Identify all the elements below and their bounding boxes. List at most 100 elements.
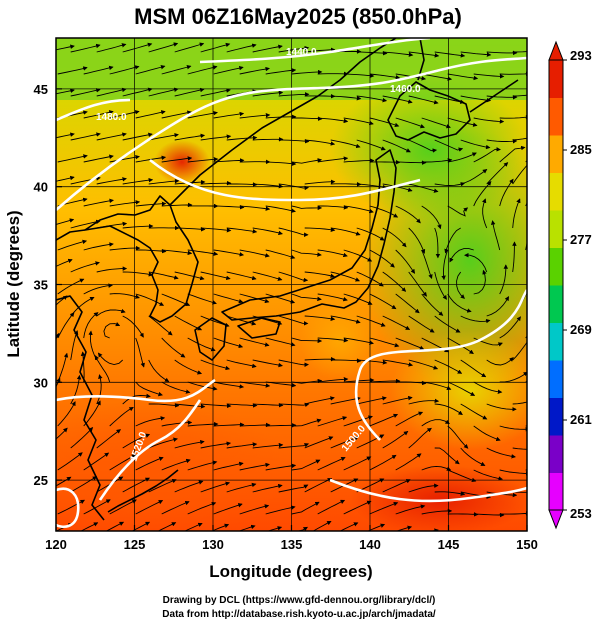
streamline [474,30,504,32]
streamline [148,87,179,97]
streamline [96,43,127,53]
streamline [122,315,144,338]
streamline [369,454,397,471]
streamline [330,396,361,405]
streamline [88,330,98,361]
streamline [434,139,464,152]
streamline [265,205,296,213]
streamline [70,43,101,53]
streamline [94,355,111,383]
streamline [304,356,336,362]
contour-label-1460: 1460.0 [390,84,421,95]
streamline [213,111,245,119]
streamline [187,65,218,75]
streamline [252,183,284,189]
streamline [512,241,517,273]
streamline [57,239,88,251]
streamline [434,447,460,465]
streamline [460,403,488,420]
streamline [265,381,297,388]
streamline [460,95,492,103]
streamline [135,293,165,306]
streamline [317,249,348,258]
streamline [395,453,422,471]
streamline [395,525,413,531]
streamline [200,441,232,449]
streamline [226,182,258,187]
streamline [435,533,465,536]
streamline [57,312,75,339]
streamline [56,132,75,139]
streamline [330,95,362,101]
colorbar-tick-label: 285 [570,142,592,157]
streamline [369,249,395,268]
streamline [486,50,518,56]
streamline [434,315,461,333]
streamline [317,293,348,302]
streamline [473,269,487,295]
streamline [239,205,271,211]
streamline [57,401,76,427]
x-tick-label: 140 [359,537,381,552]
streamline [317,416,348,427]
y-tick-label: 40 [34,180,48,195]
streamline [291,69,323,75]
credit-drawing: Drawing by DCL (https://www.gfd-dennou.o… [163,595,436,606]
streamline [187,381,218,391]
streamline [226,442,258,449]
streamline [312,521,332,531]
streamline [382,430,409,449]
streamline [252,137,284,142]
streamline [70,219,101,229]
streamline [213,461,244,471]
streamline [184,522,203,531]
streamline [356,271,384,287]
streamline [200,315,230,328]
streamline [56,258,73,267]
y-axis-label: Latitude (degrees) [4,210,23,357]
streamline [512,51,527,53]
streamline [96,132,127,141]
streamline [296,526,308,531]
streamline [369,293,397,310]
streamline [291,418,322,427]
streamline [539,530,568,536]
streamline [499,71,527,77]
streamline [291,337,323,344]
colorbar-cell [549,60,563,98]
streamline [109,407,134,427]
streamline [278,92,310,97]
colorbar-cell [549,360,563,398]
streamline [187,460,218,471]
colorbar-cell [549,435,563,473]
streamline [473,117,505,124]
y-tick-label: 45 [34,82,48,97]
streamline [109,154,140,163]
streamline [174,315,203,331]
streamline [460,447,486,466]
streamline [330,436,360,449]
streamline [464,252,488,273]
y-tick-label: 25 [34,473,48,488]
streamline [70,374,82,405]
contour-1500-south [56,478,527,528]
streamline [213,381,245,389]
streamline [369,501,399,515]
streamline [525,335,527,339]
streamline [278,359,309,367]
streamline [512,94,527,97]
streamline [382,359,414,367]
streamline [109,65,140,75]
streamline [291,378,323,384]
streamline [434,271,447,300]
streamline [122,477,150,493]
streamline [291,158,323,164]
streamline [239,337,270,347]
streamline [135,416,166,427]
streamline [70,427,94,449]
streamline [408,427,432,449]
streamline [421,158,453,163]
streamline [499,264,509,295]
streamline [122,271,154,277]
streamline [174,133,206,141]
